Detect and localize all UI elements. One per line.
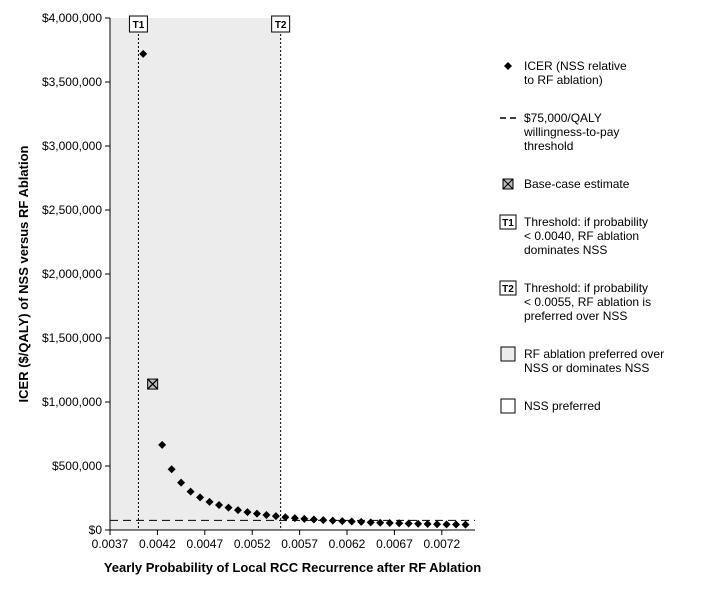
legend-text: NSS preferred	[524, 399, 601, 413]
icer-point	[319, 516, 327, 524]
y-tick-label: $3,000,000	[42, 139, 102, 153]
x-axis-label: Yearly Probability of Local RCC Recurren…	[104, 560, 481, 575]
legend-text: RF ablation preferred over	[524, 347, 664, 361]
legend-item: ICER (NSS relativeto RF ablation)	[504, 59, 627, 87]
y-tick-label: $4,000,000	[42, 11, 102, 25]
chart-svg: 0.0037 0.0042 0.0047 0.0052 0.0057 0.0062 0.00…	[0, 0, 720, 596]
icer-point	[329, 517, 337, 525]
icer-point	[357, 518, 365, 526]
icer-point	[424, 520, 432, 528]
x-tick-label: 0.0042	[139, 537, 176, 551]
legend-shaded-box-icon	[501, 347, 515, 361]
legend-text: ICER (NSS relative	[524, 59, 627, 73]
threshold-label-t1: T1	[133, 20, 145, 31]
legend-tbox-label: T1	[502, 218, 514, 229]
legend-item: $75,000/QALYwillingness-to-paythreshold	[500, 111, 619, 153]
x-tick-label: 0.0057	[281, 537, 318, 551]
legend-diamond-icon	[504, 62, 512, 70]
legend-item: Base-case estimate	[503, 177, 630, 191]
legend-text: Threshold: if probability	[524, 215, 648, 229]
x-tick-label: 0.0037	[92, 537, 129, 551]
legend-text: < 0.0055, RF ablation is	[524, 295, 651, 309]
legend-text: Threshold: if probability	[524, 281, 648, 295]
x-tick-label: 0.0052	[234, 537, 271, 551]
x-tick-label: 0.0072	[423, 537, 460, 551]
legend-text: preferred over NSS	[524, 309, 627, 323]
y-tick-label: $1,500,000	[42, 331, 102, 345]
legend-text: willingness-to-pay	[523, 125, 619, 139]
legend-tbox-label: T2	[502, 284, 514, 295]
legend-item: T1 Threshold: if probability< 0.0040, RF …	[500, 215, 648, 257]
legend-text: < 0.0040, RF ablation	[524, 229, 639, 243]
legend-item: NSS preferred	[501, 399, 601, 413]
x-tick-label: 0.0062	[329, 537, 366, 551]
y-axis-label: ICER ($/QALY) of NSS versus RF Ablation	[16, 145, 31, 402]
legend-text: Base-case estimate	[524, 177, 630, 191]
legend-text: threshold	[524, 139, 573, 153]
legend-text: NSS or dominates NSS	[524, 361, 649, 375]
y-tick-label: $2,000,000	[42, 267, 102, 281]
chart-container: 0.0037 0.0042 0.0047 0.0052 0.0057 0.0062 0.00…	[0, 0, 720, 596]
icer-point	[310, 516, 318, 524]
legend-item: T2 Threshold: if probability< 0.0055, RF …	[500, 281, 651, 323]
y-tick-label: $500,000	[52, 459, 102, 473]
y-tick-label: $3,500,000	[42, 75, 102, 89]
icer-point	[367, 518, 375, 526]
icer-point	[338, 517, 346, 525]
icer-point	[414, 520, 422, 528]
icer-point	[452, 520, 460, 528]
threshold-label-t2: T2	[275, 20, 287, 31]
y-tick-label: $0	[89, 523, 103, 537]
legend-text: $75,000/QALY	[524, 111, 602, 125]
icer-point	[462, 521, 470, 529]
icer-point	[443, 520, 451, 528]
legend-text: to RF ablation)	[524, 73, 603, 87]
icer-point	[348, 518, 356, 526]
icer-point	[300, 515, 308, 523]
legend-item: RF ablation preferred overNSS or dominat…	[501, 347, 664, 375]
x-tick-label: 0.0047	[186, 537, 223, 551]
legend-empty-box-icon	[501, 399, 515, 413]
x-tick-label: 0.0067	[376, 537, 413, 551]
y-tick-label: $1,000,000	[42, 395, 102, 409]
y-tick-label: $2,500,000	[42, 203, 102, 217]
shaded-region	[110, 18, 281, 530]
legend-text: dominates NSS	[524, 243, 607, 257]
icer-point	[433, 520, 441, 528]
